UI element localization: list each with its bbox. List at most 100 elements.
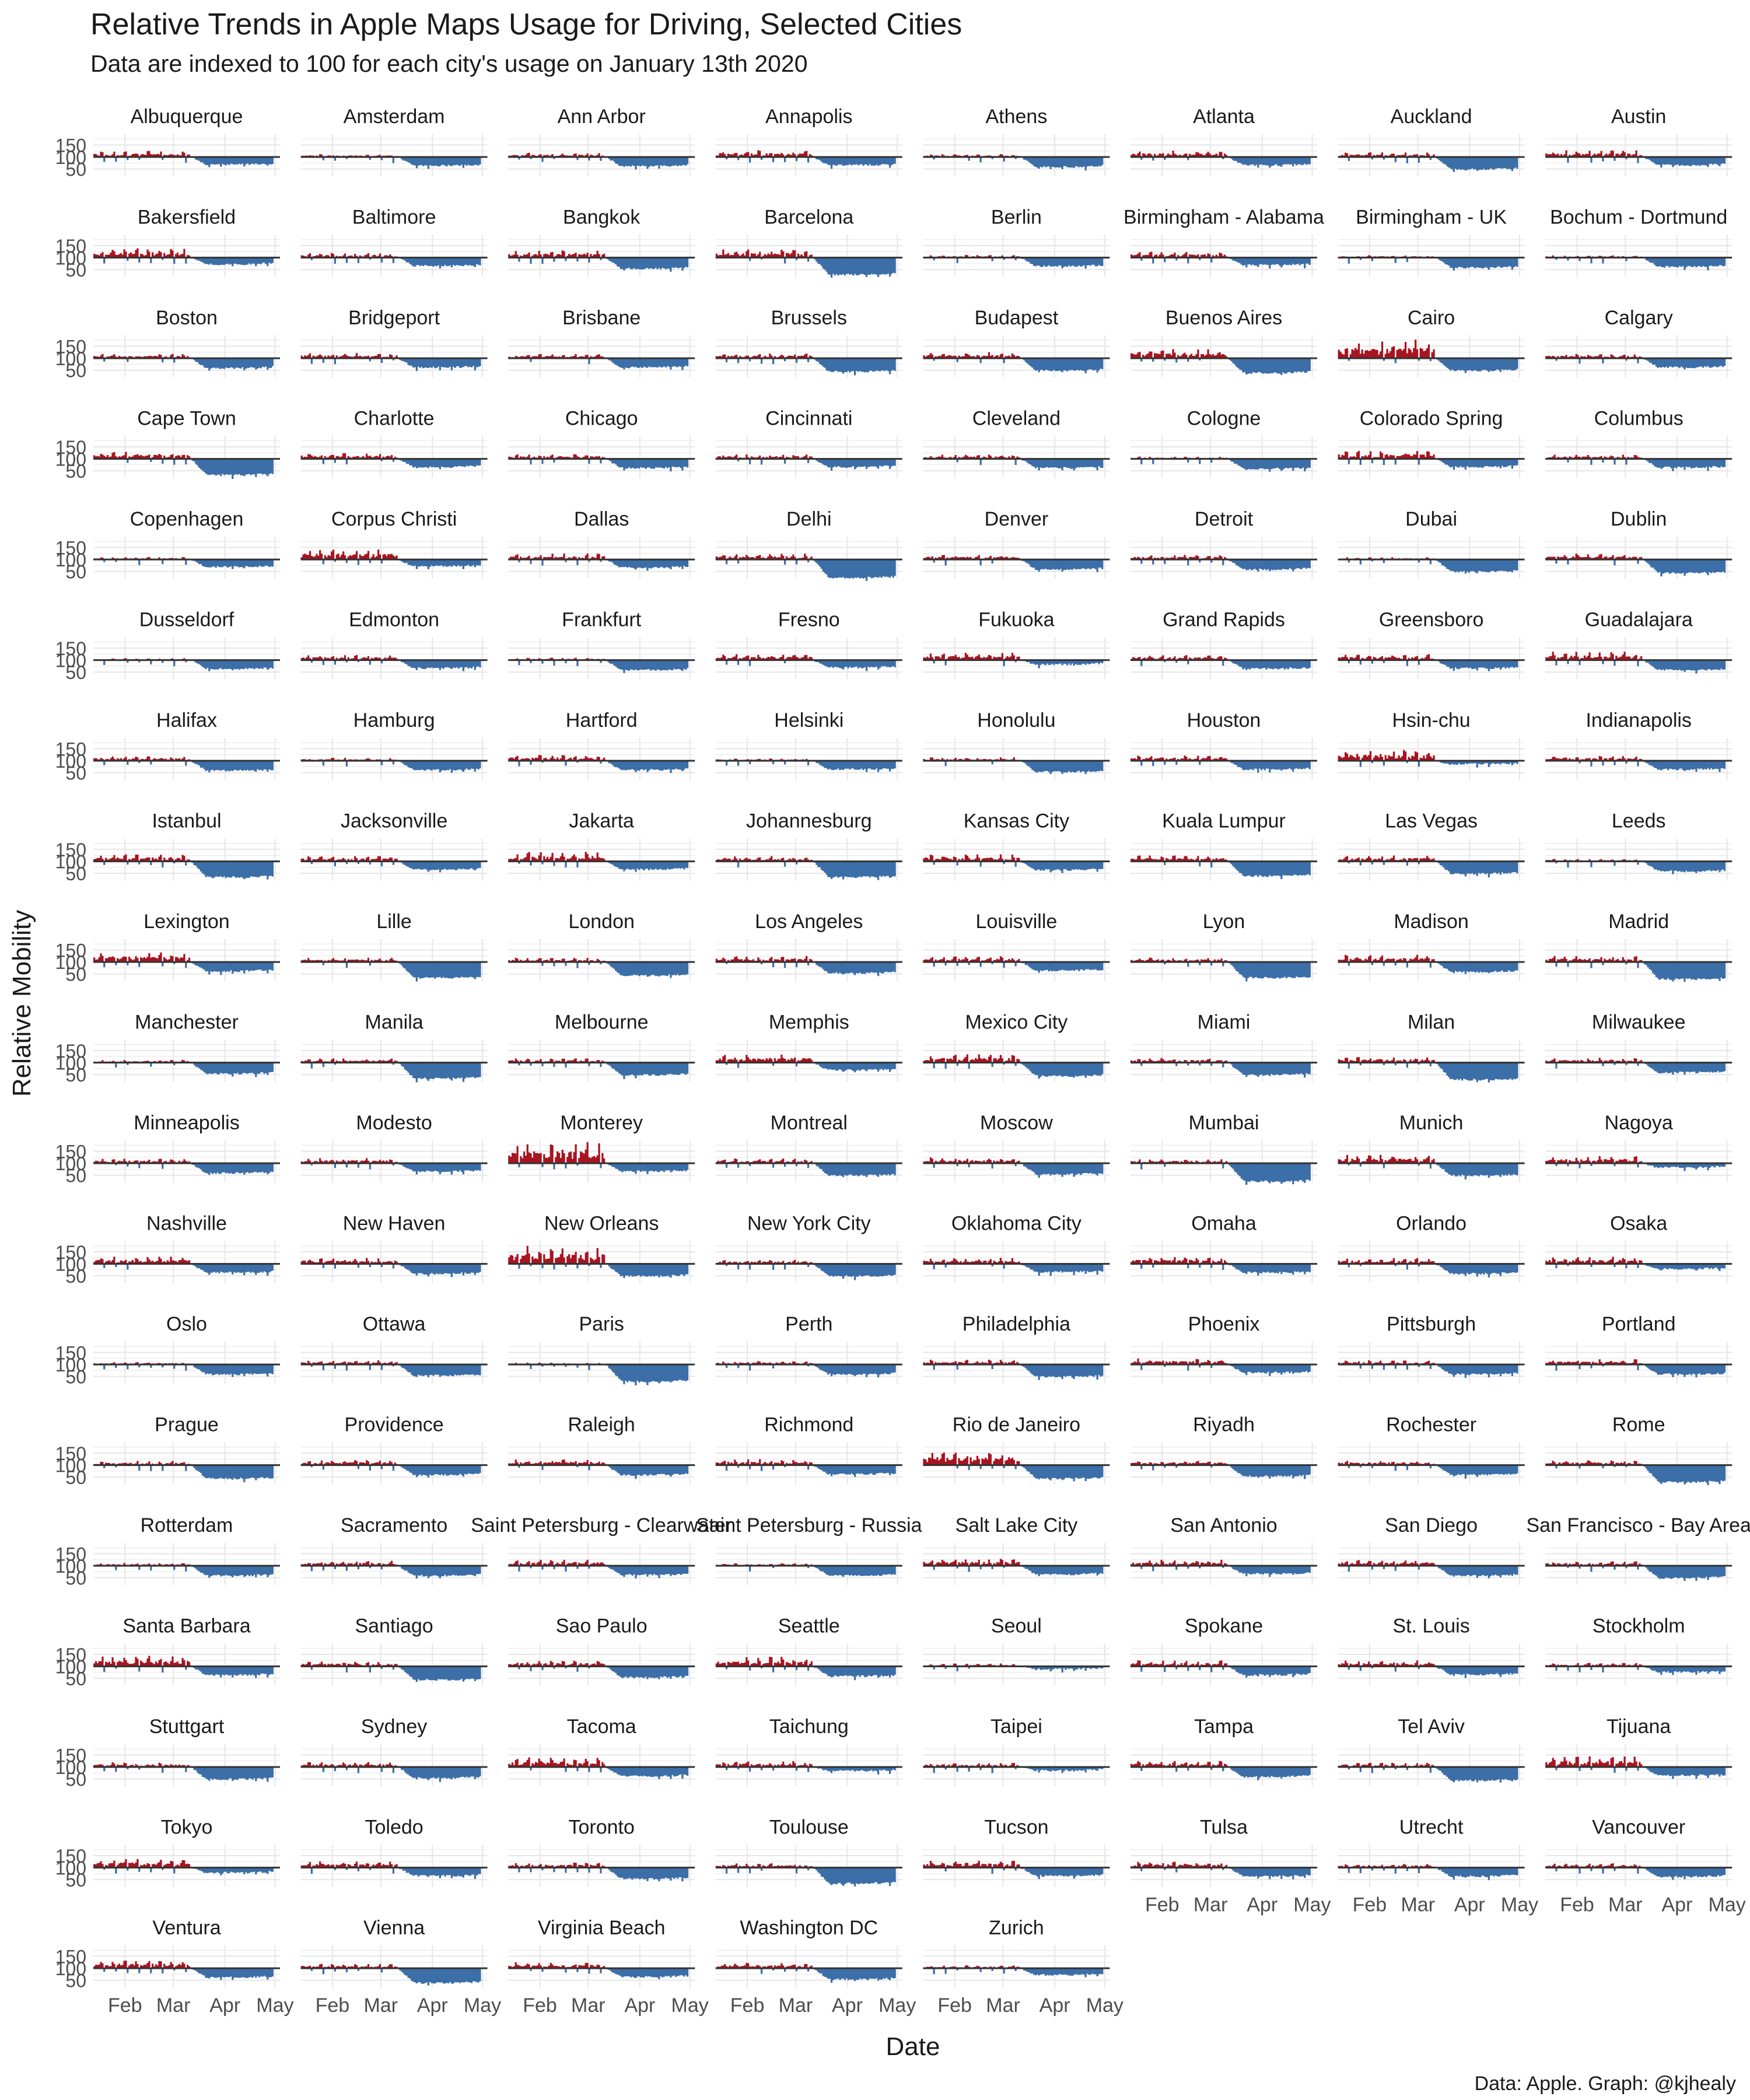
- bar-below-baseline: [748, 257, 751, 261]
- bar-below-baseline: [1044, 257, 1047, 267]
- bar-below-baseline: [662, 559, 664, 568]
- bar-below-baseline: [1670, 559, 1672, 573]
- bar-below-baseline: [1081, 257, 1084, 267]
- bar-below-baseline: [230, 358, 232, 368]
- bar-below-baseline: [1657, 559, 1659, 573]
- bar-below-baseline: [979, 157, 982, 163]
- bar-below-baseline: [676, 459, 679, 467]
- facet-strip-label: Denver: [985, 508, 1049, 530]
- bar-above-baseline: [1423, 351, 1425, 359]
- bar-below-baseline: [1094, 358, 1097, 370]
- bar-below-baseline: [629, 358, 632, 368]
- facet-strip-label: Cairo: [1408, 307, 1455, 329]
- bar-below-baseline: [1496, 257, 1499, 267]
- bar-below-baseline: [1270, 459, 1273, 470]
- bar-below-baseline: [1292, 459, 1294, 471]
- bar-below-baseline: [1509, 358, 1512, 370]
- bar-below-baseline: [1695, 559, 1698, 573]
- bar-below-baseline: [434, 257, 436, 266]
- bar-below-baseline: [1055, 157, 1057, 168]
- bar-below-baseline: [1086, 559, 1088, 569]
- bar-below-baseline: [1693, 157, 1696, 166]
- bar-below-baseline: [230, 157, 232, 164]
- bar-above-baseline: [113, 354, 116, 359]
- bar-below-baseline: [270, 257, 272, 264]
- bar-below-baseline: [228, 257, 230, 265]
- bar-below-baseline: [1448, 257, 1450, 266]
- bar-above-baseline: [1184, 153, 1186, 158]
- bar-below-baseline: [1516, 257, 1518, 267]
- bar-below-baseline: [1069, 559, 1072, 570]
- bar-below-baseline: [452, 257, 454, 265]
- bar-below-baseline: [430, 257, 433, 266]
- bar-below-baseline: [1652, 559, 1654, 568]
- bar-above-baseline: [742, 155, 744, 158]
- bar-below-baseline: [1098, 459, 1100, 467]
- bar-below-baseline: [1700, 257, 1703, 267]
- bar-above-baseline: [131, 153, 134, 158]
- bar-below-baseline: [1454, 257, 1457, 268]
- bar-below-baseline: [1720, 459, 1723, 467]
- bar-above-baseline: [596, 250, 598, 258]
- bar-below-baseline: [1488, 157, 1490, 170]
- bar-below-baseline: [220, 257, 222, 265]
- bar-below-baseline: [432, 257, 435, 267]
- bar-below-baseline: [1101, 358, 1104, 369]
- bar-below-baseline: [263, 358, 265, 368]
- bar-below-baseline: [479, 459, 481, 466]
- bar-above-baseline: [563, 554, 565, 560]
- bar-below-baseline: [456, 559, 458, 567]
- bar-below-baseline: [472, 358, 475, 366]
- bar-below-baseline: [876, 559, 878, 578]
- bar-below-baseline: [1491, 157, 1493, 169]
- bar-below-baseline: [1084, 459, 1087, 467]
- bar-below-baseline: [877, 358, 880, 371]
- bar-below-baseline: [1715, 459, 1717, 467]
- bar-above-baseline: [1373, 349, 1375, 359]
- bar-below-baseline: [223, 157, 226, 165]
- bar-below-baseline: [1292, 559, 1294, 572]
- bar-below-baseline: [213, 257, 215, 265]
- bar-below-baseline: [255, 257, 257, 267]
- bar-below-baseline: [1441, 257, 1443, 261]
- bar-below-baseline: [220, 157, 222, 167]
- bar-below-baseline: [660, 257, 662, 270]
- bar-below-baseline: [1476, 459, 1478, 468]
- bar-below-baseline: [870, 559, 873, 579]
- bar-below-baseline: [1237, 459, 1240, 466]
- bar-below-baseline: [829, 358, 831, 372]
- bar-above-baseline: [118, 356, 121, 359]
- bar-below-baseline: [842, 559, 845, 578]
- bar-above-baseline: [1219, 152, 1221, 158]
- bar-above-baseline: [1391, 153, 1394, 158]
- bar-above-baseline: [117, 254, 119, 258]
- bar-above-baseline: [1356, 349, 1359, 359]
- bar-below-baseline: [270, 157, 272, 164]
- bar-below-baseline: [1036, 358, 1038, 370]
- bar-below-baseline: [1285, 157, 1287, 164]
- bar-below-baseline: [211, 660, 214, 670]
- bar-below-baseline: [425, 257, 428, 265]
- bar-below-baseline: [430, 358, 433, 368]
- bar-below-baseline: [1068, 559, 1070, 570]
- bar-above-baseline: [1197, 254, 1199, 258]
- facet-panel: Barcelona: [715, 206, 902, 278]
- bar-below-baseline: [847, 157, 849, 165]
- bar-above-baseline: [526, 153, 528, 158]
- bar-below-baseline: [645, 157, 647, 166]
- bar-above-baseline: [1147, 255, 1149, 258]
- bar-below-baseline: [211, 257, 214, 265]
- bar-below-baseline: [1682, 559, 1684, 573]
- bar-above-baseline: [1552, 255, 1554, 258]
- bar-below-baseline: [1267, 257, 1269, 265]
- bar-below-baseline: [457, 358, 460, 366]
- bar-below-baseline: [1489, 459, 1492, 467]
- bar-below-baseline: [824, 459, 826, 466]
- bar-above-baseline: [1137, 153, 1139, 158]
- bar-below-baseline: [203, 660, 205, 668]
- bar-below-baseline: [1063, 257, 1065, 267]
- bar-below-baseline: [1458, 459, 1460, 468]
- bar-below-baseline: [880, 257, 883, 275]
- bar-below-baseline: [576, 257, 579, 262]
- bar-below-baseline: [1720, 559, 1723, 573]
